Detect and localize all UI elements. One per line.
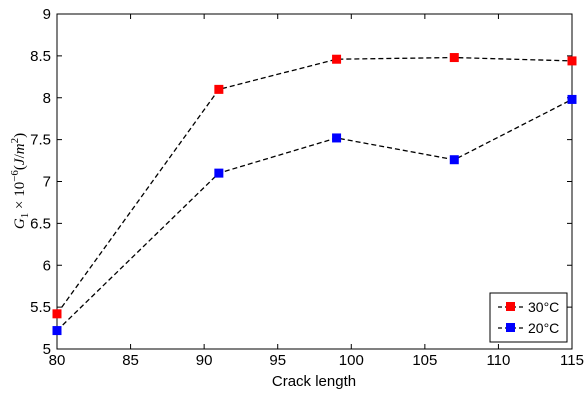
data-point-series-1 — [214, 168, 224, 178]
data-point-series-1 — [567, 94, 577, 104]
ylabel-slash: / — [12, 153, 28, 158]
ylabel-exponent: −6 — [9, 170, 21, 182]
y-tick-label: 9 — [43, 6, 51, 23]
y-tick-label: 6.5 — [30, 215, 51, 232]
y-axis-label: G1 × 10−6(J/m2) — [9, 133, 31, 229]
legend-marker-20c — [506, 323, 515, 332]
ylabel-units-open: ( — [12, 165, 28, 170]
x-tick-label: 80 — [49, 352, 66, 369]
x-tick-label: 105 — [412, 352, 437, 369]
series-markers — [52, 53, 577, 336]
ylabel-symbol: G — [12, 218, 28, 229]
y-tick-label: 7 — [43, 174, 51, 191]
x-tick-label: 110 — [486, 352, 510, 369]
x-tick-label: 100 — [339, 352, 364, 369]
y-tick-label: 7.5 — [30, 132, 51, 149]
legend-box — [489, 292, 568, 343]
legend-marker-30c — [506, 302, 515, 311]
ylabel-subscript: 1 — [19, 213, 31, 219]
ylabel-units-close: ) — [12, 133, 28, 138]
x-tick-label: 95 — [269, 352, 286, 369]
ylabel-unit-m: m — [12, 143, 28, 154]
x-tick-label: 115 — [560, 352, 584, 369]
legend-label-30c: 30°C — [528, 299, 559, 315]
y-tick-label: 5.5 — [30, 299, 51, 316]
data-point-series-0 — [449, 53, 459, 63]
y-tick-label: 5 — [43, 341, 51, 358]
plot-frame — [56, 13, 573, 350]
ticks-layer: 80 85 90 95 100 105 110 115 5 5.5 6 6.5 7 7.5 8 8.5 9 — [30, 6, 584, 369]
data-point-series-0 — [214, 84, 224, 94]
data-point-series-0 — [567, 56, 577, 66]
x-axis-label: Crack length — [272, 373, 356, 390]
data-point-series-1 — [449, 155, 459, 165]
x-tick-label: 85 — [122, 352, 139, 369]
legend-label-20c: 20°C — [528, 320, 559, 336]
data-point-series-0 — [52, 309, 62, 319]
y-tick-label: 8.5 — [30, 48, 51, 65]
data-point-series-1 — [52, 326, 62, 336]
legend: 30°C 20°C — [489, 292, 568, 343]
y-tick-label: 6 — [43, 257, 51, 274]
data-point-series-0 — [332, 54, 342, 64]
ylabel-unit-m-exp: 2 — [9, 138, 21, 144]
data-point-series-1 — [332, 133, 342, 143]
x-tick-label: 90 — [196, 352, 213, 369]
ylabel-times: × 10 — [12, 182, 28, 213]
ylabel-unit-j: J — [12, 157, 28, 165]
y-tick-label: 8 — [43, 90, 51, 107]
series-line-0 — [56, 56, 573, 315]
